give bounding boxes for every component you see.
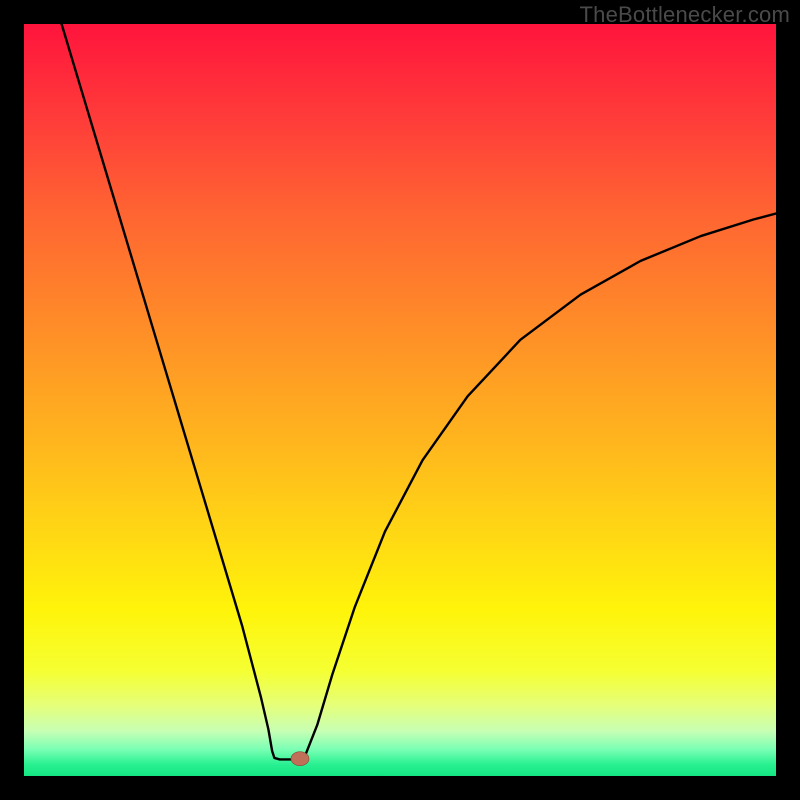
chart-svg: [0, 0, 800, 800]
optimal-marker-group: [291, 752, 309, 766]
optimal-point-marker: [291, 752, 309, 766]
bottleneck-chart: TheBottlenecker.com: [0, 0, 800, 800]
gradient-background: [24, 24, 776, 776]
